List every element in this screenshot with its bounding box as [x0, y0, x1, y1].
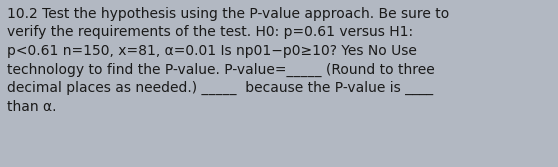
- Text: 10.2 Test the hypothesis using the P-value approach. Be sure to
verify the requi: 10.2 Test the hypothesis using the P-val…: [7, 7, 450, 114]
